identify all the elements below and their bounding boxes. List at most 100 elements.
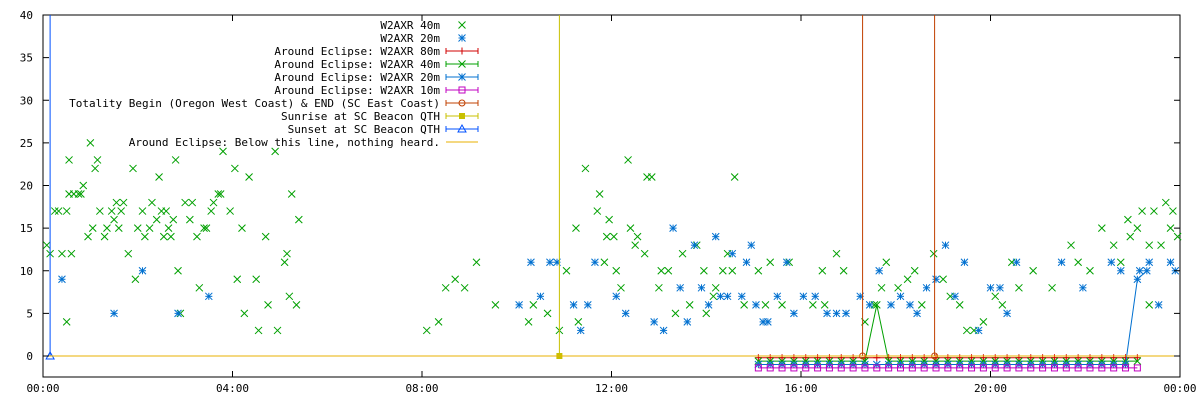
data-point <box>1079 283 1087 292</box>
legend-marker <box>458 99 466 107</box>
data-point <box>740 300 749 309</box>
data-point <box>1107 258 1116 267</box>
data-point <box>1150 207 1158 215</box>
legend-marker <box>459 113 465 119</box>
data-point <box>944 364 952 372</box>
data-point <box>932 364 940 372</box>
data-point <box>84 232 92 241</box>
data-point <box>723 292 732 301</box>
data-point <box>832 309 841 318</box>
x-tick-label: 08:00 <box>405 382 438 395</box>
data-point <box>100 232 109 241</box>
data-point <box>996 283 1004 292</box>
legend-marker <box>458 60 466 68</box>
data-point <box>655 283 663 292</box>
data-point <box>763 318 772 326</box>
data-point <box>67 249 76 258</box>
data-point <box>669 224 677 232</box>
data-point <box>292 300 301 309</box>
legend-marker <box>458 34 466 42</box>
data-point <box>610 232 618 241</box>
data-point <box>1138 207 1146 215</box>
data-point <box>754 354 762 362</box>
data-point <box>1027 354 1035 362</box>
legend-entry: Around Eclipse: W2AXR 80m <box>274 45 479 58</box>
data-point <box>1057 258 1066 267</box>
data-point <box>711 283 720 292</box>
data-point <box>285 292 294 301</box>
data-point <box>650 318 658 326</box>
data-point <box>1122 364 1130 372</box>
data-point <box>159 232 168 241</box>
data-point <box>117 207 126 215</box>
data-point <box>86 139 95 147</box>
data-point <box>877 283 886 292</box>
data-point <box>998 300 1007 309</box>
data-point <box>865 300 874 309</box>
data-point <box>728 266 737 275</box>
data-point <box>671 309 680 318</box>
data-point <box>546 258 554 267</box>
data-point <box>602 232 611 241</box>
data-point <box>77 190 85 198</box>
data-point <box>624 156 632 164</box>
y-tick-label: 15 <box>20 222 33 235</box>
data-point <box>193 232 201 241</box>
data-point <box>131 275 140 284</box>
data-point <box>956 354 964 362</box>
data-point <box>991 292 1000 301</box>
data-point <box>825 364 833 372</box>
data-point <box>808 300 817 309</box>
data-point <box>1166 224 1175 232</box>
data-point <box>155 173 163 181</box>
data-point <box>1124 215 1132 224</box>
data-point <box>600 258 609 267</box>
data-point <box>621 309 630 318</box>
data-point <box>107 207 116 215</box>
data-point <box>837 354 845 362</box>
data-point <box>460 283 469 292</box>
legend-entry: Around Eclipse: W2AXR 10m <box>274 84 479 97</box>
data-point <box>873 364 881 372</box>
data-point <box>138 266 147 275</box>
data-point <box>617 283 625 292</box>
data-point <box>951 292 959 301</box>
legend-label: Around Eclipse: W2AXR 40m <box>274 58 440 71</box>
data-point <box>986 283 995 292</box>
data-point <box>664 266 673 275</box>
data-point <box>280 258 289 267</box>
legend-marker <box>458 73 466 81</box>
data-point <box>929 249 938 258</box>
data-point <box>790 364 798 372</box>
data-point <box>659 326 668 335</box>
data-point <box>527 258 535 267</box>
data-point <box>1086 364 1094 372</box>
data-point <box>231 164 239 173</box>
data-point <box>164 224 173 232</box>
data-point <box>979 364 987 372</box>
data-point <box>581 164 590 173</box>
data-point <box>207 207 216 215</box>
data-point <box>633 232 642 241</box>
data-point <box>422 326 431 335</box>
data-point <box>716 292 725 301</box>
data-point <box>124 249 133 258</box>
data-point <box>1126 232 1135 241</box>
legend-label: Totality Begin (Oregon West Coast) & END… <box>69 97 440 110</box>
data-point <box>133 224 142 232</box>
data-point <box>962 326 971 335</box>
data-point <box>839 266 848 275</box>
data-point <box>171 156 180 164</box>
legend-entry: Around Eclipse: Below this line, nothing… <box>129 136 478 149</box>
data-point <box>676 283 685 292</box>
data-point <box>752 300 760 309</box>
data-point <box>174 309 182 318</box>
data-point <box>709 292 718 301</box>
data-point <box>991 364 999 372</box>
legend-entry: Totality Begin (Oregon West Coast) & END… <box>69 97 479 110</box>
data-point <box>903 275 912 284</box>
data-point <box>737 292 746 301</box>
data-point <box>1027 364 1035 372</box>
data-point <box>913 309 921 318</box>
data-point <box>1062 364 1070 372</box>
